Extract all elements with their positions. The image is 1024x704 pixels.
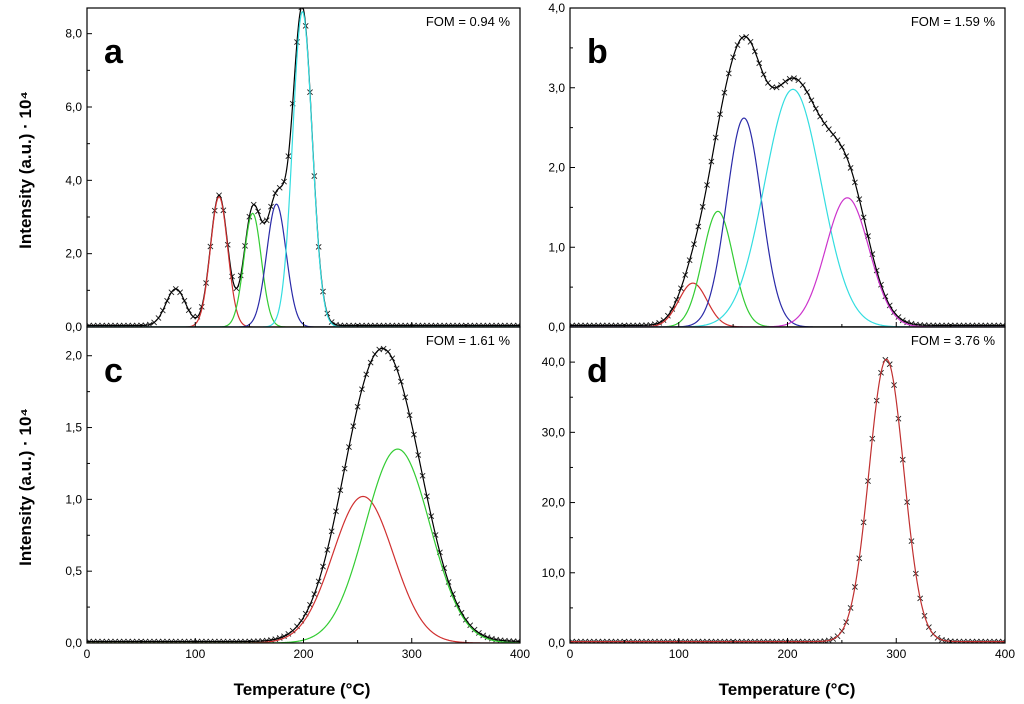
fom-label: FOM = 0.94 % <box>426 14 511 29</box>
x-tick-label: 200 <box>777 647 797 661</box>
y-tick-label: 20,0 <box>542 496 566 510</box>
y-tick-label: 3,0 <box>548 81 565 95</box>
plot-area <box>87 8 520 327</box>
series-markers-a <box>87 8 520 327</box>
x-tick-label: 100 <box>185 647 205 661</box>
plot-area <box>87 345 520 643</box>
fom-label: FOM = 1.59 % <box>911 14 996 29</box>
x-axis-title-left: Temperature (°C) <box>234 680 371 699</box>
panel-frame <box>569 7 1006 328</box>
y-tick-label: 1,0 <box>65 492 82 506</box>
y-tick-label: 0,0 <box>65 320 82 334</box>
y-tick-label: 0,0 <box>548 636 565 650</box>
series-line-b-4 <box>570 117 1005 327</box>
panel-frame <box>86 7 521 328</box>
y-tick-label: 0,0 <box>548 320 565 334</box>
x-tick-label: 300 <box>886 647 906 661</box>
panel-letter: d <box>587 352 608 390</box>
series-line-b-2 <box>570 282 1005 327</box>
fom-label: FOM = 3.76 % <box>911 333 996 348</box>
y-tick-label: 10,0 <box>542 566 566 580</box>
series-line-b-1 <box>570 35 1005 326</box>
panel-letter: a <box>104 33 124 71</box>
series-markers-b <box>570 33 1005 327</box>
fom-label: FOM = 1.61 % <box>426 333 511 348</box>
plot-area <box>570 356 1005 643</box>
panel-frame <box>569 326 1006 644</box>
series-line-c-3 <box>87 448 520 643</box>
y-axis-title-top: Intensity (a.u.) · 10⁴ <box>16 91 35 249</box>
x-axis-title-right: Temperature (°C) <box>719 680 856 699</box>
y-tick-label: 6,0 <box>65 100 82 114</box>
series-line-c-2 <box>87 495 520 643</box>
series-line-a-2 <box>87 196 520 327</box>
series-line-b-3 <box>570 210 1005 327</box>
panel-c: 0 100 200 300 400 0,0 0,5 1,0 1,5 2,0 c FOM = 1.61 … <box>65 326 530 661</box>
x-tick-label: 400 <box>510 647 530 661</box>
plot-area <box>570 33 1005 327</box>
panel-d: 0 100 200 300 400 0,0 10,0 20,0 30,0 40,0 d FOM = 3… <box>542 326 1015 661</box>
y-tick-label: 40,0 <box>542 355 566 369</box>
y-tick-label: 4,0 <box>65 173 82 187</box>
series-line-b-6 <box>570 197 1005 327</box>
y-tick-label: 1,5 <box>65 421 82 435</box>
x-tick-label: 300 <box>402 647 422 661</box>
y-tick-label: 2,0 <box>548 161 565 175</box>
panel-a: 0,0 2,0 4,0 6,0 8,0 a FOM = 0.94 % <box>65 7 521 334</box>
series-line-a-3 <box>87 212 520 327</box>
series-markers-d <box>570 356 1005 643</box>
panels: 0,0 2,0 4,0 6,0 8,0 a FOM = 0.94 % 0,0 1,0 2,0 3,0… <box>65 1 1015 661</box>
series-line-d-1 <box>570 358 1005 643</box>
series-line-a-5 <box>87 10 520 327</box>
x-tick-label: 0 <box>84 647 91 661</box>
series-line-a-4 <box>87 203 520 327</box>
x-tick-label: 0 <box>567 647 574 661</box>
x-tick-label: 400 <box>995 647 1015 661</box>
y-axis-title-bottom: Intensity (a.u.) · 10⁴ <box>16 408 35 566</box>
series-line-a-1 <box>87 8 520 327</box>
x-tick-label: 100 <box>669 647 689 661</box>
y-tick-label: 30,0 <box>542 425 566 439</box>
y-tick-label: 8,0 <box>65 27 82 41</box>
panel-letter: c <box>104 352 123 390</box>
y-tick-label: 2,0 <box>65 247 82 261</box>
series-line-c-1 <box>87 347 520 643</box>
y-tick-label: 2,0 <box>65 349 82 363</box>
y-tick-label: 0,5 <box>65 564 82 578</box>
y-tick-label: 4,0 <box>548 1 565 15</box>
panel-b: 0,0 1,0 2,0 3,0 4,0 b FOM = 1.59 % <box>548 1 1006 334</box>
x-tick-label: 200 <box>293 647 313 661</box>
y-tick-label: 1,0 <box>548 240 565 254</box>
panel-letter: b <box>587 33 608 71</box>
y-tick-label: 0,0 <box>65 636 82 650</box>
series-line-b-5 <box>570 88 1005 327</box>
